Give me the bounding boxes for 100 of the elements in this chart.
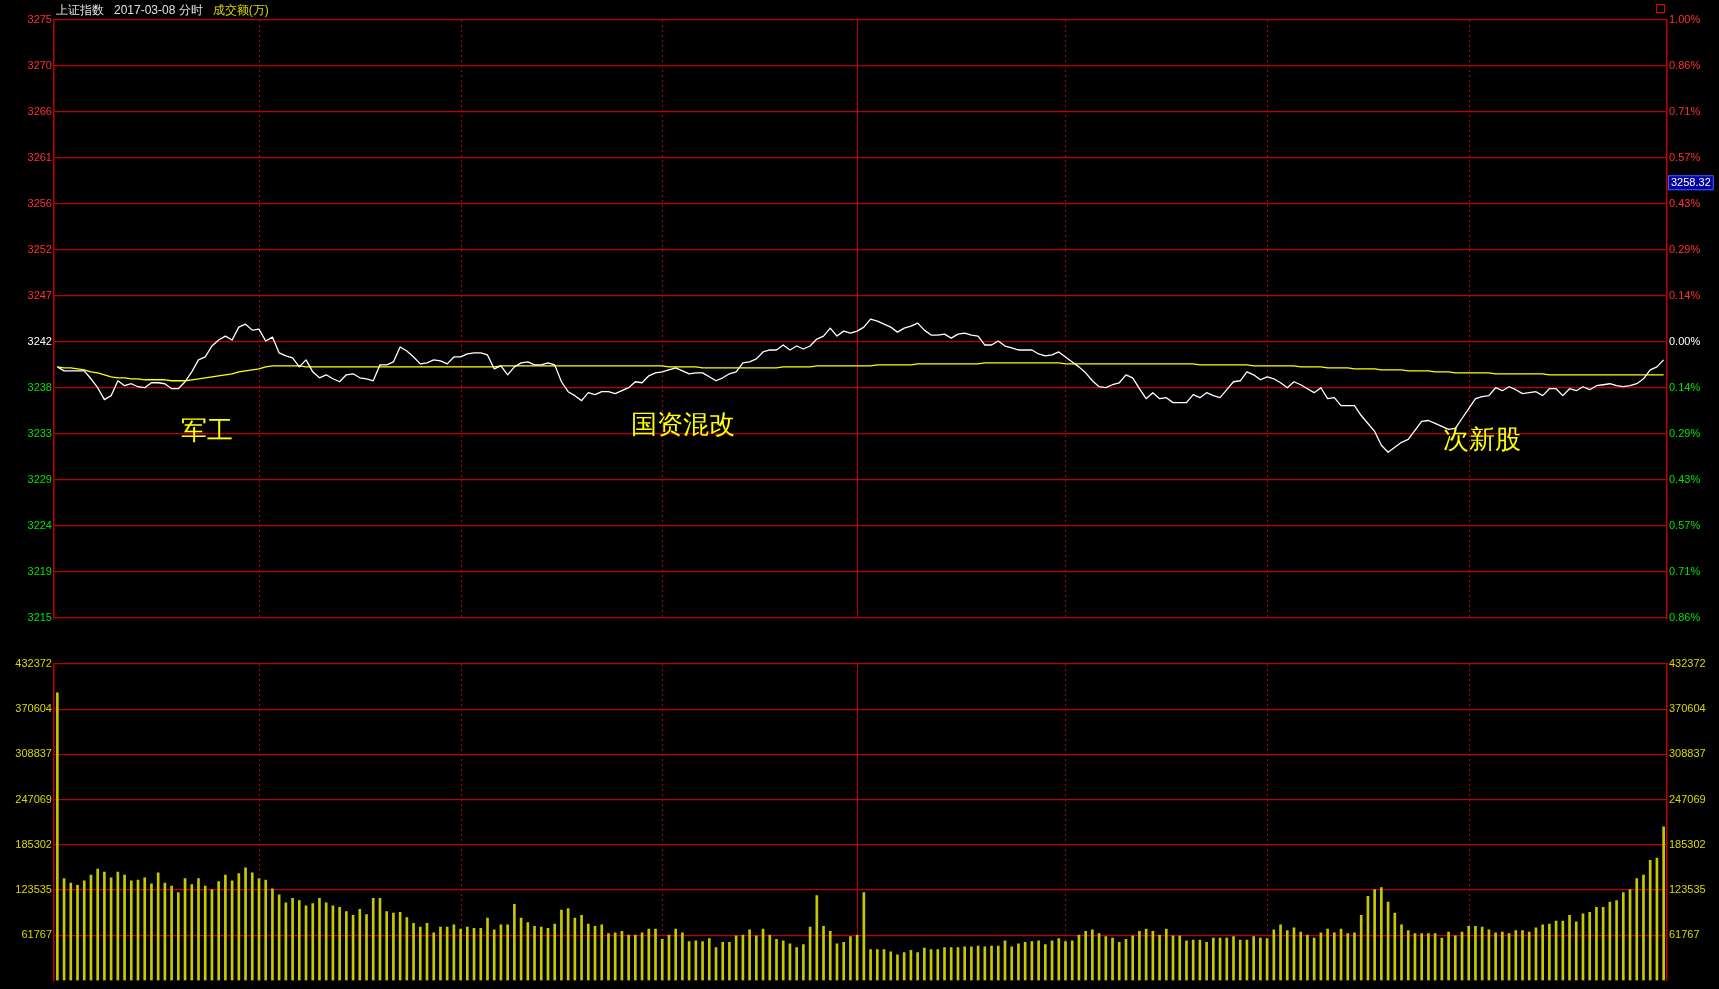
bar [970, 946, 973, 981]
bar [707, 938, 711, 981]
y2-tick-label: 247069 [1669, 792, 1706, 805]
bar [129, 880, 133, 981]
bar [1400, 924, 1403, 981]
bar [1010, 946, 1014, 981]
bar [203, 885, 207, 981]
bar [76, 884, 79, 981]
bar [297, 900, 301, 981]
y2-tick-label: 123535 [1669, 883, 1706, 896]
y2-tick-label: 0.29% [1669, 242, 1701, 255]
bar [1642, 874, 1645, 981]
bar [1111, 937, 1114, 981]
bar [1037, 940, 1040, 981]
bar [479, 928, 483, 981]
y-tick-label: 3266 [27, 105, 52, 118]
bar [526, 922, 530, 981]
y-tick-label: 3224 [27, 519, 52, 532]
y-tick-label: 123535 [15, 883, 52, 896]
bar [492, 929, 496, 981]
y2-tick-label: 370604 [1669, 702, 1706, 715]
bar [1447, 931, 1450, 981]
annotation: 次新股 [1442, 424, 1521, 455]
bar [1131, 935, 1135, 981]
bar [943, 947, 946, 981]
bar [1164, 928, 1168, 981]
y2-tick-label: 0.57% [1669, 518, 1701, 531]
bar [170, 885, 173, 981]
y2-tick-label: 0.86% [1669, 59, 1701, 72]
bar [318, 898, 321, 981]
bar [103, 871, 106, 981]
bar [1091, 929, 1094, 981]
bar [271, 888, 274, 981]
bar [1205, 942, 1208, 981]
y-tick-label: 3252 [27, 243, 52, 256]
bar [701, 941, 704, 981]
bar [1474, 925, 1477, 981]
bar [486, 917, 489, 981]
bar [842, 942, 846, 981]
bar [1453, 935, 1457, 981]
bar [291, 898, 294, 981]
bar [197, 878, 200, 981]
bar [1621, 892, 1625, 981]
bar [1521, 930, 1524, 981]
bar [506, 924, 509, 981]
bar [143, 877, 147, 981]
bar [936, 949, 940, 981]
bar [1346, 933, 1350, 981]
bar [1494, 932, 1497, 981]
bar [432, 932, 436, 981]
bar [177, 892, 180, 981]
bar [1353, 932, 1356, 981]
bar [338, 906, 341, 981]
bar [1158, 934, 1161, 981]
bar [324, 902, 328, 981]
bar [539, 926, 543, 981]
bar [627, 934, 630, 981]
bar [1420, 933, 1424, 981]
bar [1306, 934, 1309, 981]
bar [123, 874, 126, 981]
chart-subtitle: 2017-03-08 分时 [114, 2, 203, 19]
bar [600, 924, 604, 981]
bar [1615, 900, 1618, 981]
bar [533, 925, 536, 981]
bar [896, 954, 899, 981]
bar [358, 909, 362, 981]
y-tick-label: 3242 [27, 335, 52, 348]
bar [1299, 931, 1303, 981]
bar [795, 947, 798, 981]
bar [1178, 935, 1182, 981]
bar [607, 933, 610, 981]
bar [1393, 912, 1397, 981]
bar [949, 947, 953, 981]
y-tick-label: 3270 [27, 59, 52, 72]
bar [728, 942, 731, 981]
y2-tick-label: 0.00% [1669, 335, 1701, 348]
bar [1238, 939, 1242, 981]
bar [385, 911, 389, 981]
bar [459, 928, 462, 981]
bar [264, 879, 268, 981]
bar [1514, 930, 1518, 981]
bar [674, 928, 678, 981]
bar [768, 934, 772, 981]
bar [869, 949, 872, 981]
bar [1212, 937, 1215, 981]
bar [237, 873, 241, 981]
bar [1480, 926, 1484, 981]
bar [466, 926, 469, 981]
bar [1574, 921, 1578, 981]
bar [781, 940, 785, 981]
y-tick-label: 3247 [27, 289, 52, 302]
bar [418, 926, 422, 981]
y-tick-label: 61767 [21, 928, 52, 941]
bar [613, 932, 617, 981]
bar [1501, 931, 1504, 981]
bar [365, 914, 368, 981]
y2-tick-label: 0.57% [1669, 151, 1701, 164]
bar [654, 928, 657, 981]
bar [902, 952, 906, 981]
bar [1138, 931, 1141, 981]
